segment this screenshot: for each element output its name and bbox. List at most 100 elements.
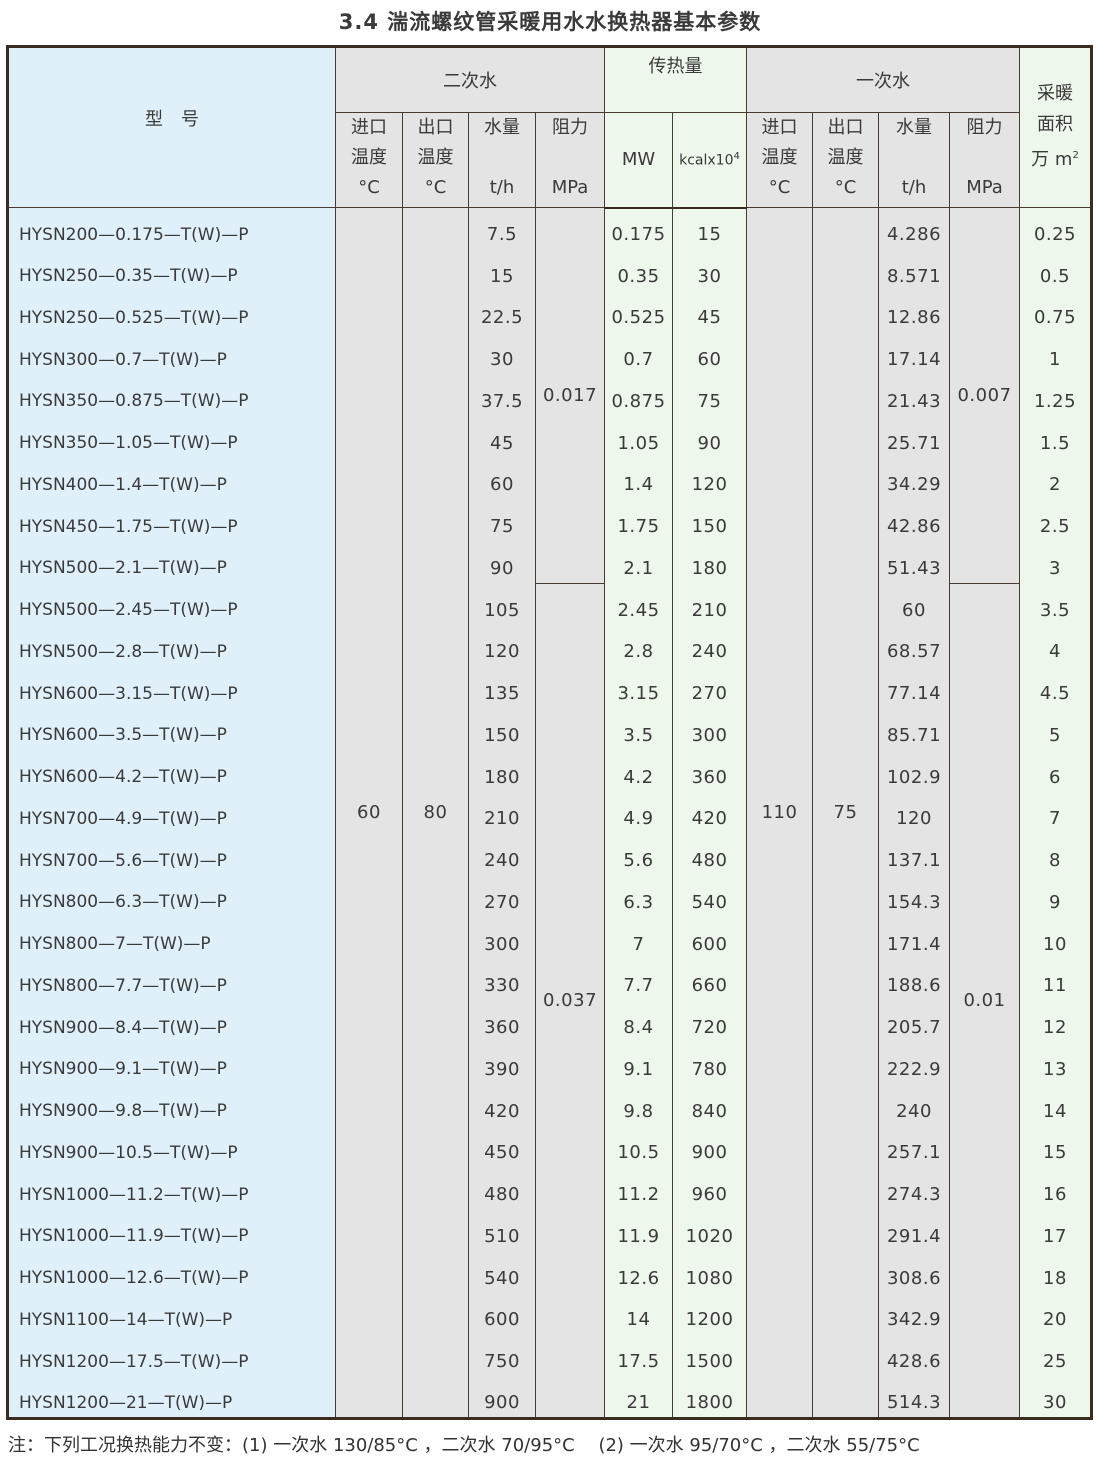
model-cell: HYSN600—3.15—T(W)—P [7,666,336,709]
heat-mw-cell: 0.7 [604,332,673,375]
sec-flow-cell: 300 [468,917,536,959]
pri-flow-cell: 222.9 [878,1042,950,1085]
header-pri-outlet: 出口 温度 °C [812,112,879,208]
model-cell: HYSN1100—14—T(W)—P [7,1293,336,1335]
model-cell: HYSN1000—11.9—T(W)—P [7,1209,336,1252]
label: 进口 温度 [761,117,798,168]
model-cell: HYSN450—1.75—T(W)—P [7,499,336,542]
model-cell: HYSN1000—11.2—T(W)—P [7,1167,336,1210]
heat-mw-cell: 0.875 [604,374,673,417]
pri-flow-cell: 4.286 [878,207,950,250]
sec-flow-cell: 330 [468,959,536,1001]
table-row: HYSN800—6.3—T(W)—P 270 6.3 540 154.3 9 [7,875,1092,918]
table-row: HYSN1200—21—T(W)—P 900 21 1800 514.3 30 [7,1376,1092,1419]
unit: MPa [551,177,589,198]
heat-kcal-cell: 540 [672,875,747,918]
heat-mw-cell: 3.5 [604,708,673,751]
model-cell: HYSN900—10.5—T(W)—P [7,1126,336,1168]
header-heat-transfer: 传热量 [604,46,747,113]
heat-kcal-cell: 30 [672,249,747,291]
sec-flow-cell: 450 [468,1126,536,1168]
model-cell: HYSN700—5.6—T(W)—P [7,833,336,876]
table-row: HYSN350—1.05—T(W)—P 45 1.05 90 25.71 1.5 [7,416,1092,458]
heating-area-cell: 9 [1019,875,1092,918]
heating-area-cell: 12 [1019,1000,1092,1043]
area-sup: 2 [1072,150,1079,161]
heating-area-cell: 4 [1019,625,1092,667]
heat-mw-cell: 4.9 [604,792,673,834]
sec-flow-cell: 360 [468,1000,536,1043]
heating-area-cell: 5 [1019,708,1092,751]
area-line2: 面积 [1037,114,1073,135]
unit: t/h [489,177,515,198]
model-cell: HYSN500—2.45—T(W)—P [7,583,336,625]
table-row: HYSN700—5.6—T(W)—P 240 5.6 480 137.1 8 [7,833,1092,876]
model-cell: HYSN350—0.875—T(W)—P [7,374,336,417]
heat-mw-cell: 0.175 [604,207,673,250]
pri-flow-cell: 21.43 [878,374,950,417]
pri-flow-cell: 77.14 [878,666,950,709]
pri-flow-cell: 274.3 [878,1167,950,1210]
header-heating-area: 采暖 面积 万 m2 [1019,46,1092,208]
heat-mw-cell: 14 [604,1293,673,1335]
sec-flow-cell: 7.5 [468,207,536,250]
header-sec-flow: 水量 t/h [468,112,536,208]
heating-area-cell: 3 [1019,541,1092,584]
table-row: HYSN1100—14—T(W)—P 600 14 1200 342.9 20 [7,1293,1092,1335]
header-sec-outlet: 出口 温度 °C [402,112,469,208]
heat-kcal-cell: 15 [672,207,747,250]
heat-kcal-cell: 150 [672,499,747,542]
table-row: HYSN500—2.45—T(W)—P 105 0.037 2.45 210 60 0.01… [7,582,1092,1419]
pri-flow-cell: 68.57 [878,625,950,667]
page-title: 3.4 湍流螺纹管采暖用水水换热器基本参数 [338,10,762,34]
model-cell: HYSN1200—17.5—T(W)—P [7,1334,336,1377]
heat-kcal-cell: 210 [672,583,747,625]
sec-inlet-temp: 60 [335,207,403,1419]
pri-flow-cell: 291.4 [878,1209,950,1252]
heating-area-cell: 30 [1019,1376,1092,1419]
footnote: 注：下列工况换热能力不变：(1) 一次水 130/85°C ，二次水 70/95… [8,1435,920,1456]
heat-mw-cell: 5.6 [604,833,673,876]
pri-flow-cell: 257.1 [878,1126,950,1168]
heat-mw-cell: 17.5 [604,1334,673,1377]
heat-mw-cell: 11.9 [604,1209,673,1252]
heat-mw-cell: 2.45 [604,583,673,625]
pri-flow-cell: 17.14 [878,332,950,375]
header-secondary-water: 二次水 [335,46,605,113]
label: 水量 [484,117,520,138]
heating-area-cell: 1.25 [1019,374,1092,417]
sec-flow-cell: 510 [468,1209,536,1252]
sec-flow-cell: 120 [468,625,536,667]
model-cell: HYSN400—1.4—T(W)—P [7,458,336,500]
heating-area-cell: 11 [1019,959,1092,1001]
label: 出口 温度 [417,117,454,168]
heating-area-cell: 0.25 [1019,207,1092,250]
heat-kcal-cell: 600 [672,917,747,959]
area-line1: 采暖 [1037,83,1073,104]
heat-mw-cell: 1.4 [604,458,673,500]
pri-flow-cell: 51.43 [878,541,950,584]
header-unit-mw: MW [604,112,673,209]
heat-kcal-cell: 300 [672,708,747,751]
pri-resistance-b: 0.01 [949,582,1020,1419]
heat-kcal-cell: 720 [672,1000,747,1043]
model-cell: HYSN800—7—T(W)—P [7,917,336,959]
heat-kcal-cell: 90 [672,416,747,458]
pri-flow-cell: 85.71 [878,708,950,751]
label: 出口 温度 [827,117,864,168]
pri-flow-cell: 120 [878,792,950,834]
table-row: HYSN450—1.75—T(W)—P 75 1.75 150 42.86 2.5 [7,499,1092,542]
model-cell: HYSN500—2.8—T(W)—P [7,625,336,667]
heating-area-cell: 16 [1019,1167,1092,1210]
heat-kcal-cell: 1800 [672,1376,747,1419]
unit: t/h [901,177,927,198]
model-cell: HYSN800—7.7—T(W)—P [7,959,336,1001]
heating-area-cell: 0.5 [1019,249,1092,291]
sec-outlet-temp: 80 [402,207,469,1419]
pri-flow-cell: 342.9 [878,1293,950,1335]
sec-flow-cell: 105 [468,583,536,625]
heat-kcal-cell: 360 [672,750,747,792]
sec-flow-cell: 390 [468,1042,536,1085]
heating-area-cell: 2 [1019,458,1092,500]
heat-mw-cell: 6.3 [604,875,673,918]
